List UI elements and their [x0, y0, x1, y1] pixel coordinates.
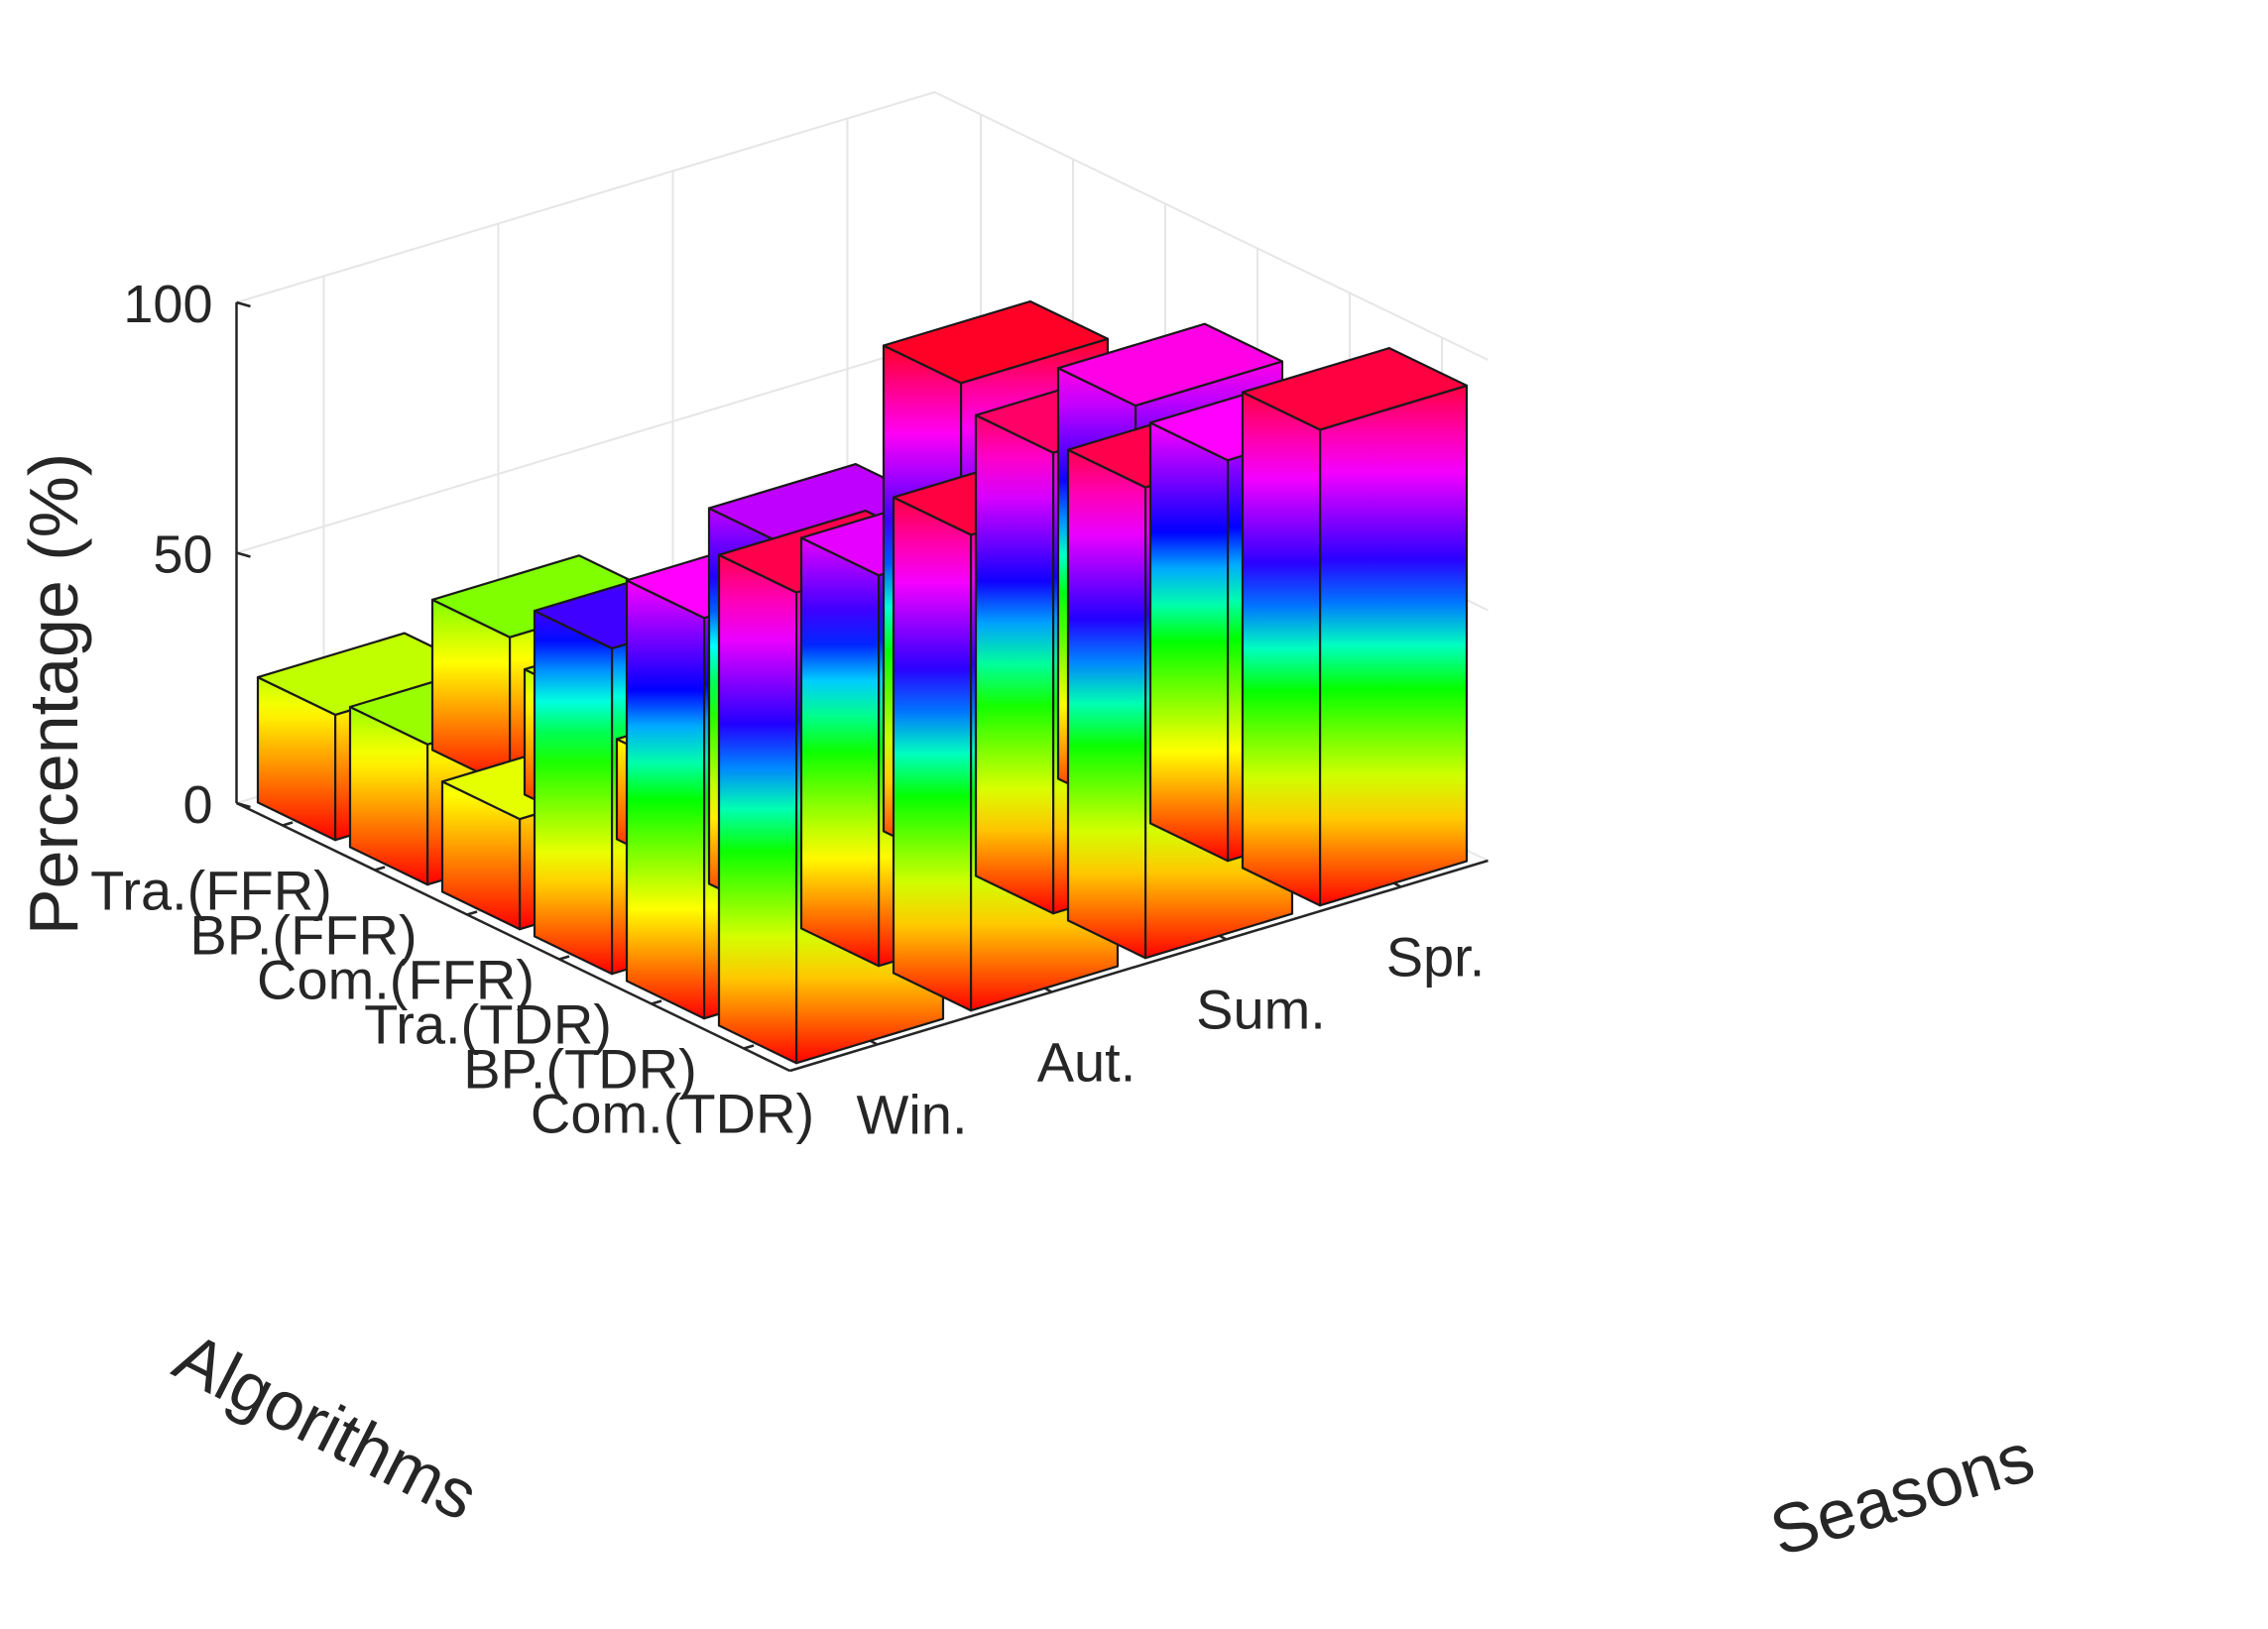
z-tick-label: 50: [153, 525, 212, 585]
bar-face-left: [533, 609, 614, 976]
bar-face-left: [1148, 421, 1230, 863]
z-tick-label: 0: [182, 775, 212, 835]
algorithm-tick-label: Com.(FFR): [257, 949, 535, 1011]
season-tick-label: Aut.: [1037, 1031, 1136, 1094]
bar-face-left: [892, 496, 973, 1012]
y-axis-label: Seasons: [1761, 1418, 2042, 1571]
algorithm-tick-label: Tra.(FFR): [90, 860, 332, 922]
bar-face-top: [882, 299, 1110, 385]
bar-face-left: [717, 553, 798, 1065]
algorithm-tick-label: BP.(FFR): [189, 904, 417, 967]
bar-face-left: [974, 413, 1055, 915]
bar-face-left: [625, 579, 706, 1020]
z-tick-label: 100: [123, 275, 212, 334]
bar: [1241, 347, 1469, 907]
z-axis-label: Percentage (%): [15, 453, 92, 935]
bar-face-left: [1066, 448, 1147, 960]
algorithm-tick-label: BP.(TDR): [463, 1038, 696, 1101]
algorithm-tick-label: Com.(TDR): [531, 1083, 814, 1145]
x-axis-label: Algorithms: [163, 1318, 490, 1536]
bar-face-left: [799, 536, 881, 968]
algorithm-tick-label: Tra.(TDR): [364, 993, 612, 1056]
season-tick-label: Spr.: [1386, 926, 1486, 989]
bar-face-top: [1056, 322, 1284, 407]
bar-face-left: [1241, 391, 1322, 907]
bar-face-right: [1318, 384, 1469, 907]
bar-face-top: [1241, 347, 1469, 431]
season-tick-label: Win.: [857, 1084, 968, 1146]
bars: [256, 299, 1469, 1065]
season-tick-label: Sum.: [1196, 979, 1326, 1041]
